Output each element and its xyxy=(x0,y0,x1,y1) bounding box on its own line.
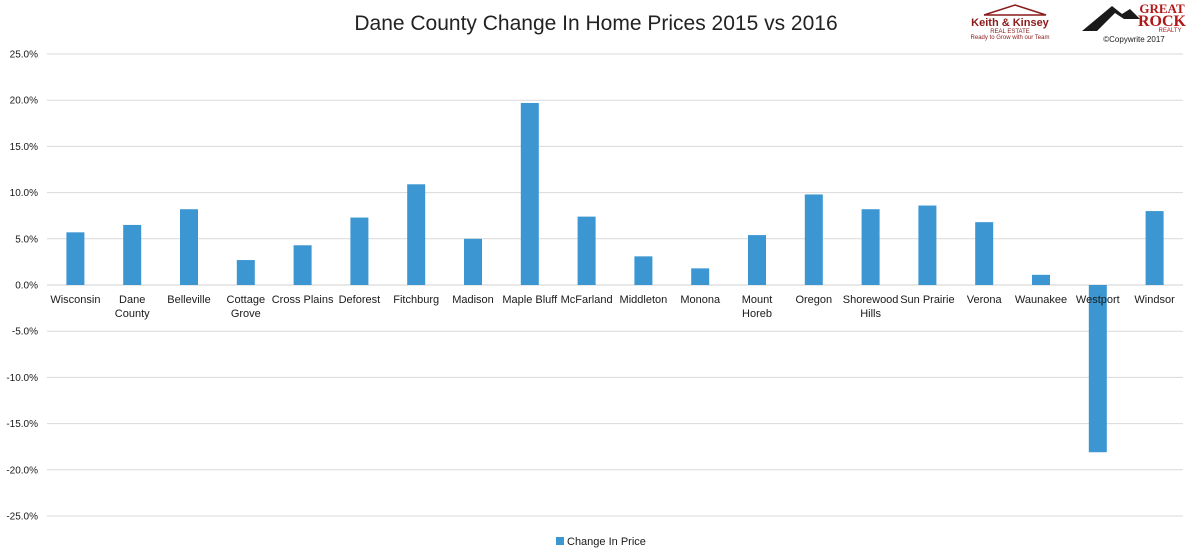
bar xyxy=(804,194,823,285)
y-tick-label: 15.0% xyxy=(10,142,38,153)
x-category-label: Waunakee xyxy=(1015,294,1067,306)
legend-swatch xyxy=(556,537,564,545)
logo-gr-realty: REALTY xyxy=(1159,28,1182,34)
bar xyxy=(293,245,312,285)
bar xyxy=(918,205,937,285)
y-tick-label: -5.0% xyxy=(12,327,38,338)
bar xyxy=(180,209,198,285)
x-category-label: Oregon xyxy=(795,294,832,306)
x-category-label: Middleton xyxy=(620,294,668,306)
y-tick-label: 20.0% xyxy=(10,96,38,107)
y-tick-label: 5.0% xyxy=(15,234,38,245)
legend: Change In Price xyxy=(556,536,646,548)
bar xyxy=(861,209,880,285)
y-tick-label: -10.0% xyxy=(6,373,38,384)
logo-gr-great: GREAT xyxy=(1139,1,1185,16)
x-category-label: Verona xyxy=(967,294,1003,306)
keith-kinsey-logo: Keith & Kinsey REAL ESTATE Ready to Grow… xyxy=(971,4,1050,41)
y-axis-ticks: 25.0% 20.0% 15.0% 10.0% 5.0% 0.0% -5.0% -10.0% -… xyxy=(6,50,38,523)
y-tick-label: -15.0% xyxy=(6,419,38,430)
x-axis-labels: Wisconsin Dane County Belleville Cottage Grov… xyxy=(50,294,1175,320)
mountain-icon xyxy=(1082,6,1140,31)
bar xyxy=(1088,285,1107,453)
x-category-label: Wisconsin xyxy=(50,294,100,306)
y-tick-label: -20.0% xyxy=(6,465,38,476)
x-category-label: Belleville xyxy=(167,294,210,306)
bars xyxy=(66,102,1164,453)
bar xyxy=(975,222,994,285)
y-tick-label: 25.0% xyxy=(10,50,38,61)
x-category-label: Deforest xyxy=(339,294,381,306)
bar xyxy=(520,102,539,285)
x-category-label: Mount Horeb xyxy=(742,294,773,320)
bar xyxy=(577,216,596,285)
x-category-label: Sun Prairie xyxy=(900,294,954,306)
bar xyxy=(1032,274,1050,285)
copyright-text: ©Copywrite 2017 xyxy=(1103,35,1165,44)
y-tick-label: 0.0% xyxy=(15,281,38,292)
logo-gr-rock: ROCK xyxy=(1138,13,1187,30)
bar xyxy=(407,184,426,285)
bar xyxy=(123,224,142,285)
logo-roof-icon xyxy=(983,4,1047,16)
chart-title: Dane County Change In Home Prices 2015 v… xyxy=(354,12,837,35)
bar xyxy=(691,268,710,285)
logo-kk-name: Keith & Kinsey xyxy=(971,17,1050,29)
x-category-label: Fitchburg xyxy=(393,294,439,306)
x-category-label: Westport xyxy=(1076,294,1120,306)
bar xyxy=(464,238,482,285)
y-tick-label: 10.0% xyxy=(10,188,38,199)
x-category-label: Madison xyxy=(452,294,494,306)
y-tick-label: -25.0% xyxy=(6,512,38,523)
x-category-label: Dane County xyxy=(115,294,150,320)
logo-kk-tagline: Ready to Grow with our Team xyxy=(971,35,1050,41)
bar xyxy=(236,260,255,285)
x-category-label: Cross Plains xyxy=(272,294,334,306)
bar xyxy=(66,232,85,285)
legend-label: Change In Price xyxy=(567,536,646,548)
x-category-label: Monona xyxy=(680,294,721,306)
logo-kk-realestate: REAL ESTATE xyxy=(990,29,1030,35)
bar xyxy=(350,217,369,285)
great-rock-logo: GREAT ROCK REALTY ©Copywrite 2017 xyxy=(1082,1,1187,44)
x-category-label: Maple Bluff xyxy=(502,294,558,306)
bar xyxy=(634,256,653,285)
bar xyxy=(1145,211,1164,285)
gridlines xyxy=(47,53,1183,517)
bar xyxy=(748,235,766,285)
x-category-label: Shorewood Hills xyxy=(843,294,899,320)
x-category-label: Windsor xyxy=(1134,294,1175,306)
x-category-label: McFarland xyxy=(561,294,613,306)
x-category-label: Cottage Grove xyxy=(227,294,266,320)
